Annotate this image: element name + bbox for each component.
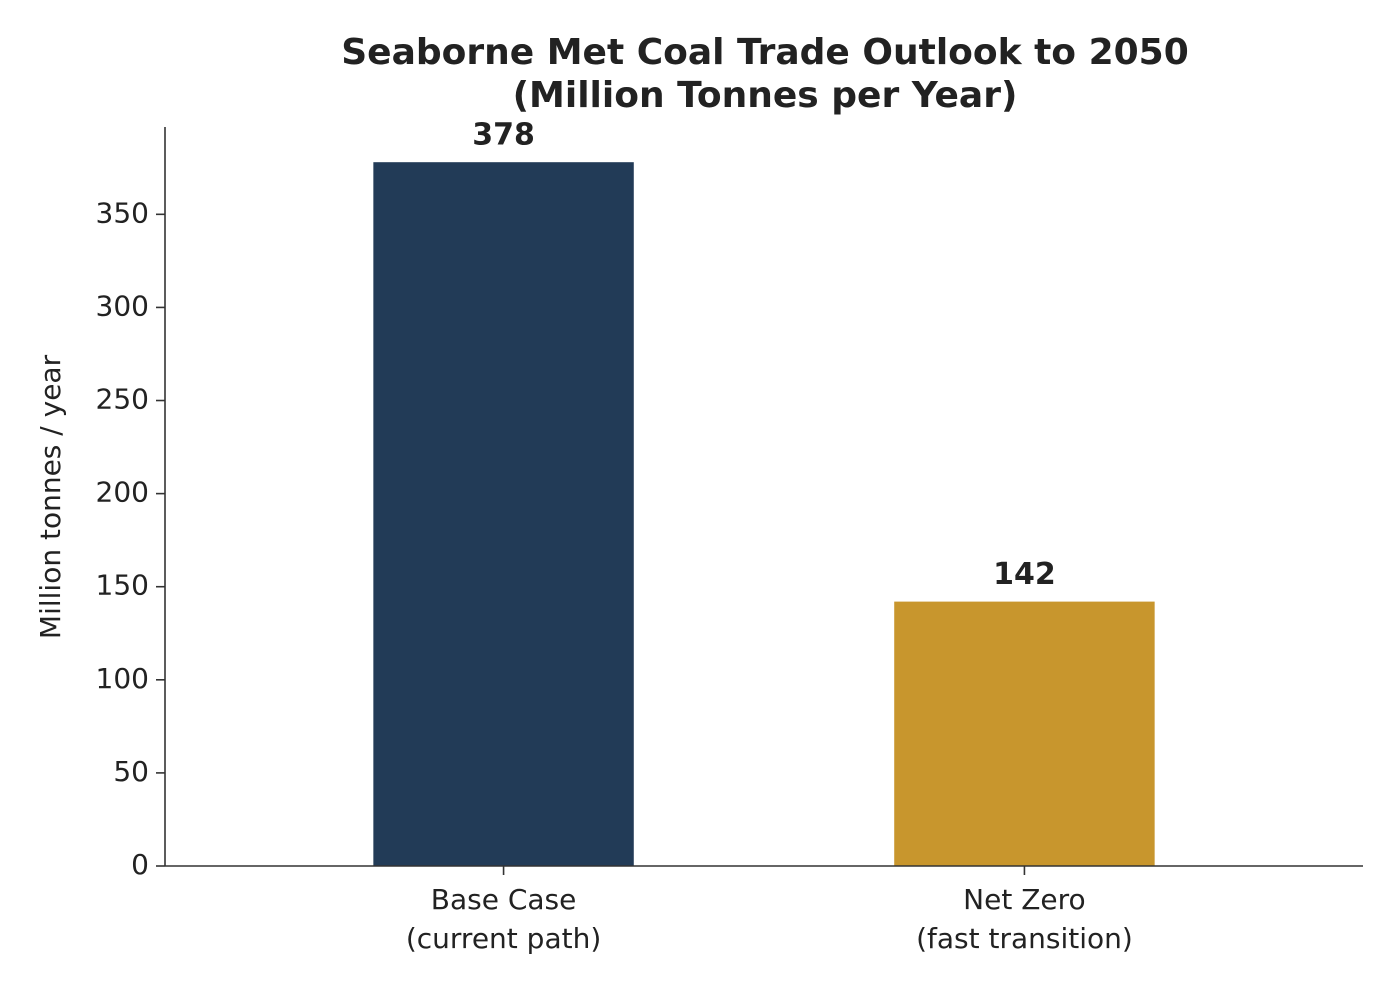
y-tick-label: 50 — [113, 755, 149, 788]
chart-title: (Million Tonnes per Year) — [513, 75, 1018, 116]
y-tick-label: 350 — [96, 196, 149, 229]
chart-title: Seaborne Met Coal Trade Outlook to 2050 — [341, 32, 1189, 73]
bar — [373, 162, 634, 866]
y-tick-label: 300 — [96, 289, 149, 322]
y-tick-label: 100 — [96, 662, 149, 695]
x-tick-label: (current path) — [406, 922, 601, 955]
x-tick-label: Base Case — [431, 883, 577, 916]
y-tick-label: 150 — [96, 569, 149, 602]
x-tick-label: (fast transition) — [916, 922, 1133, 955]
bar — [894, 601, 1155, 866]
x-tick-label: Net Zero — [963, 883, 1086, 916]
value-label: 142 — [993, 557, 1056, 592]
y-axis-label: Million tonnes / year — [34, 354, 67, 639]
y-tick-label: 250 — [96, 383, 149, 416]
y-tick-label: 0 — [131, 848, 149, 881]
value-label: 378 — [472, 118, 535, 153]
y-tick-label: 200 — [96, 476, 149, 509]
